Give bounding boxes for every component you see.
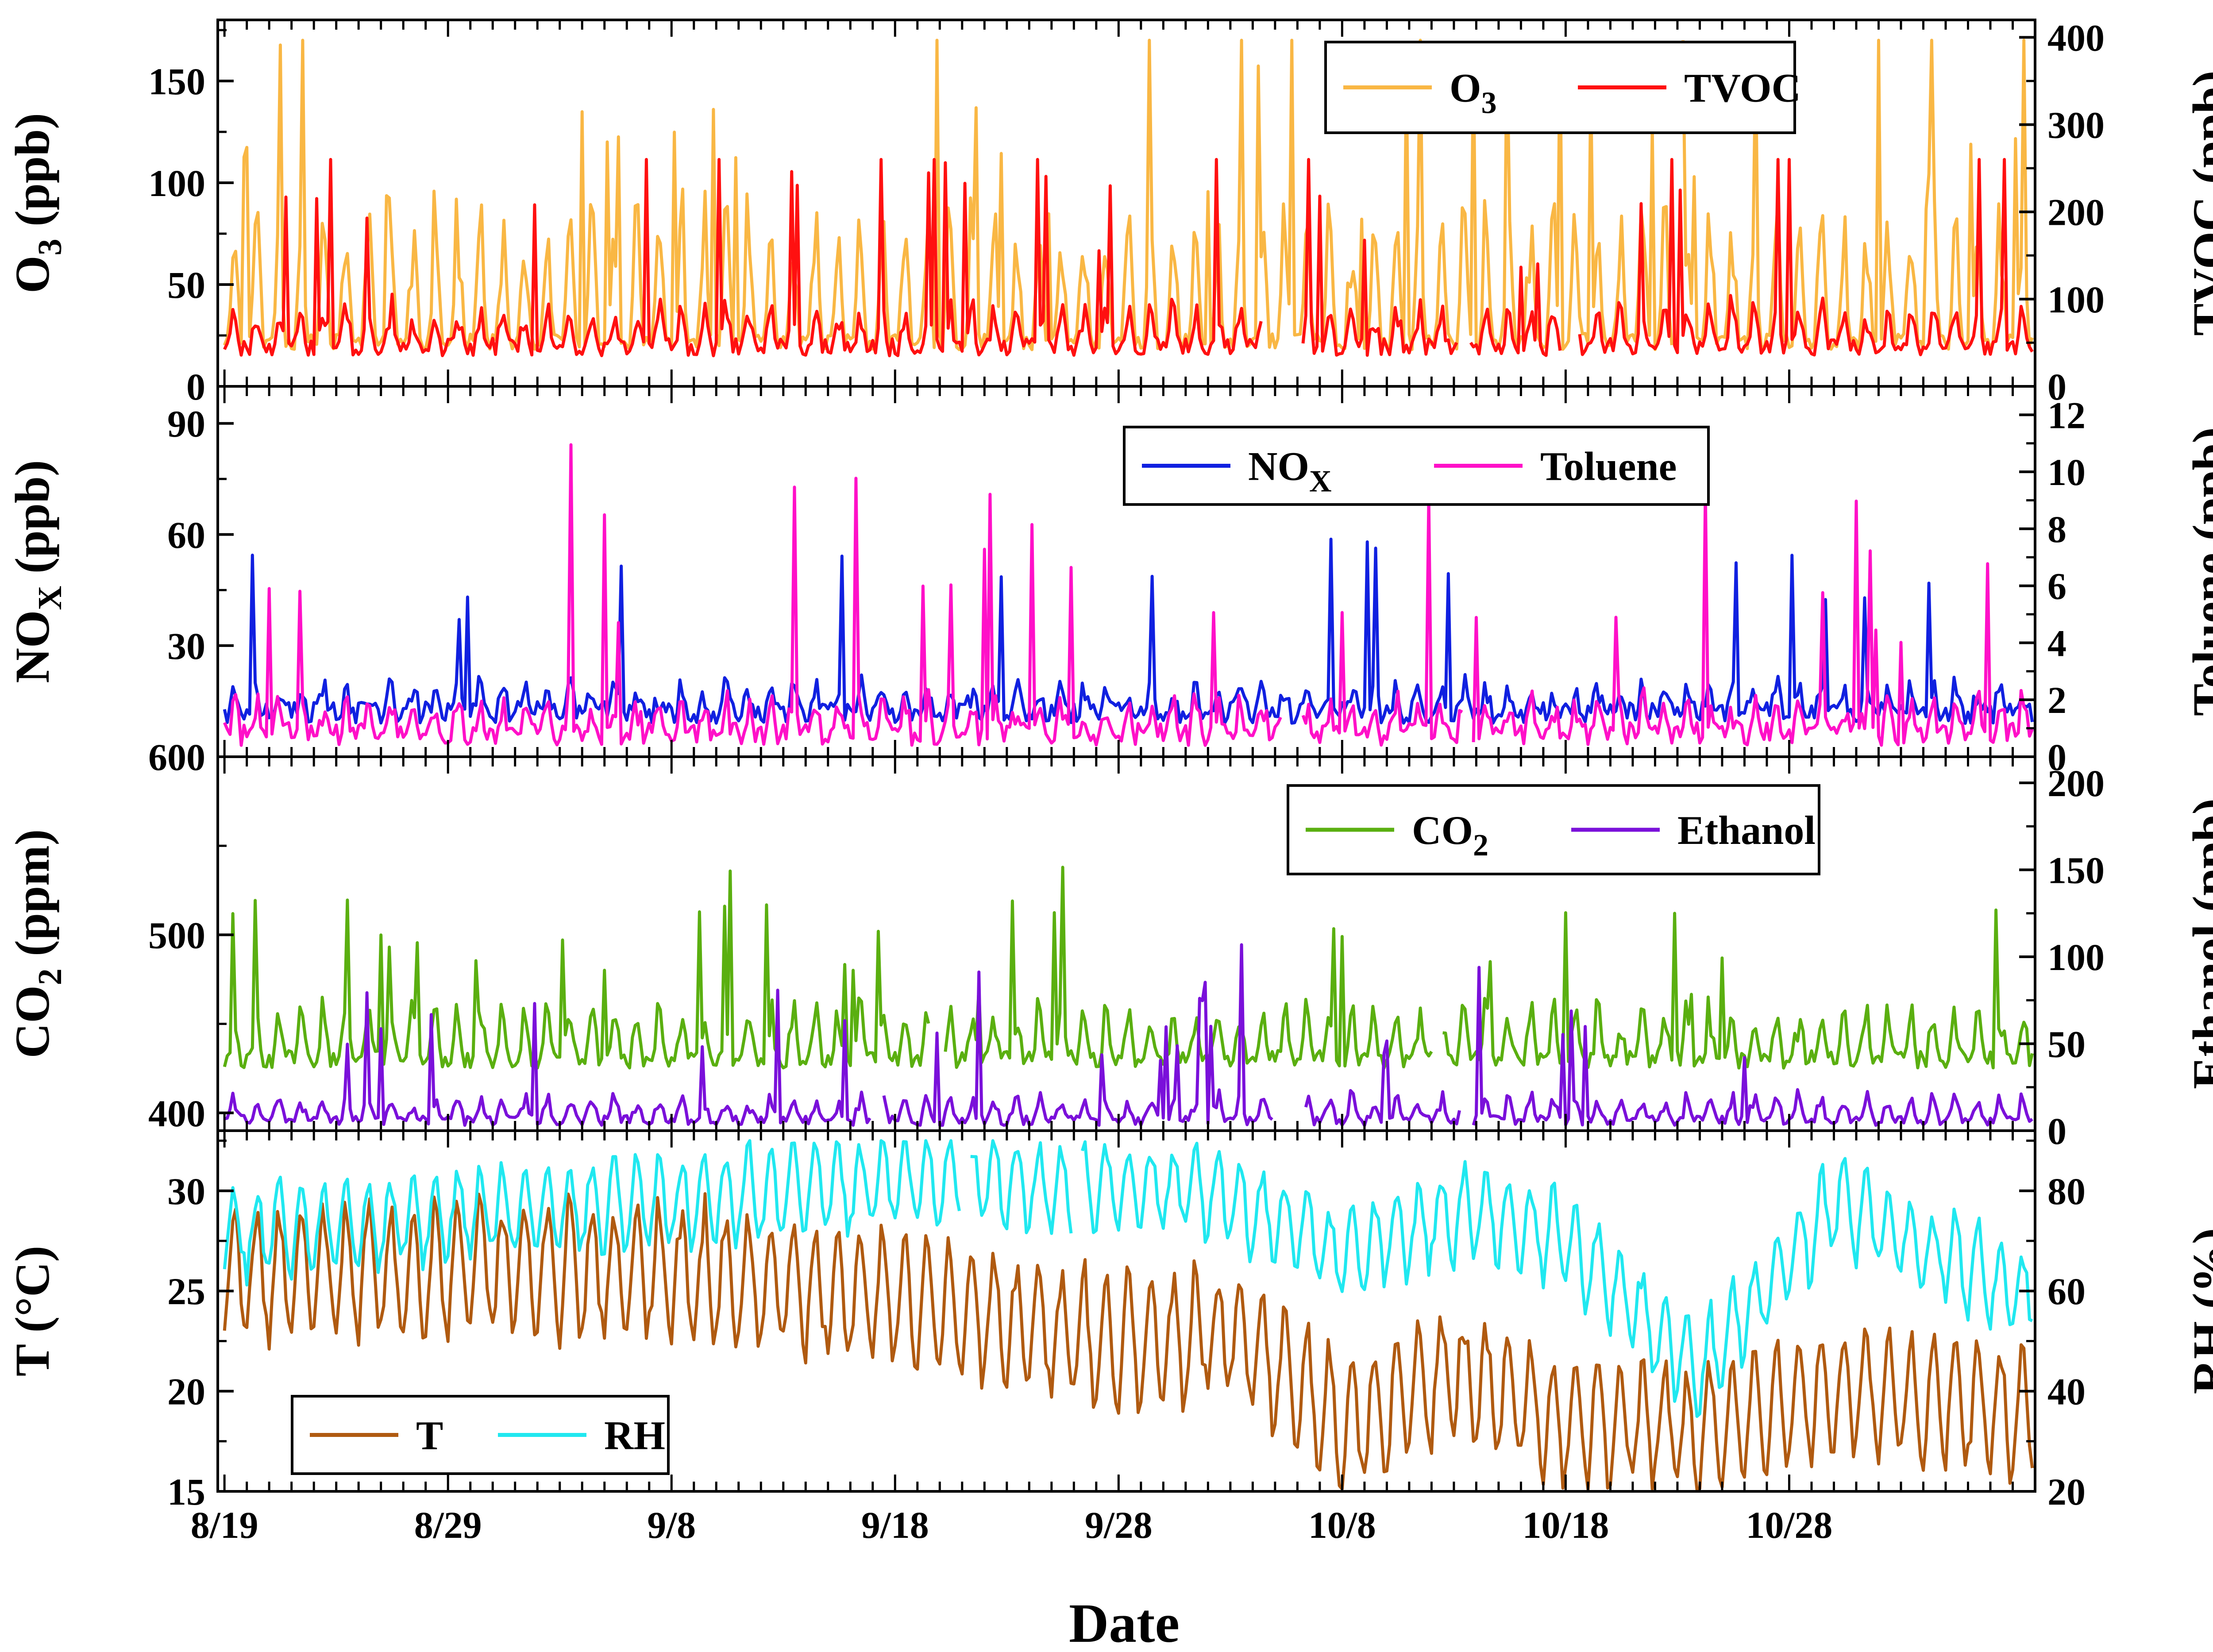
y-right-tick-label: 100 (2047, 936, 2105, 978)
y-right-title-p2: Toluene (ppb) (2183, 427, 2213, 716)
legend-p4: T RH (291, 1395, 670, 1475)
legend-p3: CO2 Ethanol (1287, 784, 1820, 875)
y-right-tick-label: 4 (2047, 622, 2066, 664)
x-axis: 8/19 8/29 9/8 9/18 9/28 10/8 10/18 10/28 (191, 1504, 1833, 1546)
y-left-tick-label: 30 (167, 1170, 205, 1213)
y-right-tick-label: 0 (2047, 366, 2066, 408)
legend-label: T (416, 1413, 443, 1458)
x-tick-label: 8/19 (191, 1504, 258, 1546)
x-tick-label: 9/8 (647, 1504, 696, 1546)
x-axis-title: Date (1069, 1593, 1180, 1652)
y-left-tick-label: 25 (167, 1270, 205, 1313)
x-tick-label: 8/29 (414, 1504, 482, 1546)
legend-box (291, 1395, 670, 1475)
y-right-tick-label: 200 (2047, 762, 2105, 805)
y-left-title-p4: T (°C) (5, 1246, 59, 1377)
y-left-title-p1: O3 (ppb) (5, 113, 69, 293)
series-line-Toluene (223, 443, 2034, 747)
y-left-tick-label: 30 (167, 625, 205, 667)
y-right-tick-label: 6 (2047, 565, 2066, 608)
y-right-tick-label: 40 (2047, 1371, 2086, 1413)
y-right-title-p4: RH (%) (2183, 1228, 2213, 1394)
series-line-TVOC (223, 158, 2034, 358)
y-left-title-p2: NOX (ppb) (5, 460, 69, 683)
legend-label: O3 (1450, 65, 1497, 120)
legend-p1: O3 TVOC (1324, 41, 1801, 134)
y-right-tick-label: 20 (2047, 1471, 2086, 1513)
y-right-tick-label: 2 (2047, 679, 2066, 721)
y-right-tick-label: 50 (2047, 1023, 2086, 1065)
y-left-tick-label: 60 (167, 514, 205, 556)
series-line-RH (223, 1139, 2033, 1418)
legend-label: TVOC (1684, 65, 1801, 111)
legend-label: CO2 (1412, 808, 1488, 863)
x-tick-label: 9/18 (861, 1504, 929, 1546)
y-left-tick-label: 50 (167, 264, 205, 306)
y-right-tick-label: 60 (2047, 1270, 2086, 1313)
legend-label: Ethanol (1677, 808, 1816, 853)
y-right-tick-label: 400 (2047, 16, 2105, 59)
legend-label: Toluene (1540, 444, 1677, 489)
legend-label: NOX (1248, 444, 1332, 499)
y-left-tick-label: 150 (148, 60, 205, 103)
series-line-NOx (223, 537, 2034, 725)
series-group-p3 (223, 866, 2034, 1127)
series-line-CO2 (223, 866, 2034, 1070)
y-right-tick-label: 0 (2047, 736, 2066, 778)
series-group-p1 (223, 39, 2034, 358)
y-right-title-p1: TVOC (ppb) (2183, 70, 2213, 336)
y-right-tick-label: 80 (2047, 1170, 2086, 1213)
y-left-tick-label: 15 (167, 1471, 205, 1513)
y-right-tick-label: 100 (2047, 278, 2105, 321)
x-tick-label: 10/18 (1522, 1504, 1609, 1546)
y-left-tick-label: 500 (148, 914, 205, 956)
x-tick-label: 10/28 (1746, 1504, 1832, 1546)
y-right-tick-label: 8 (2047, 508, 2066, 551)
series-line-Ethanol (224, 943, 2033, 1127)
y-left-tick-label: 0 (186, 366, 205, 408)
y-right-tick-label: 0 (2047, 1110, 2066, 1152)
panel-p1: 0 50 100 150 0 100 200 300 400 O3 (ppb) TVOC (ppb)… (5, 16, 2213, 408)
x-tick-label: 9/28 (1085, 1504, 1153, 1546)
plot-frame-p4 (216, 1129, 2036, 1493)
y-left-tick-label: 400 (148, 1092, 205, 1135)
panel-p4: 15 20 25 30 20 40 60 80 T (°C) RH (%) T RH (5, 1129, 2213, 1513)
y-left-tick-label: 600 (148, 736, 205, 778)
y-left-title-p3: CO2 (ppm) (5, 829, 69, 1059)
y-left-tick-label: 20 (167, 1371, 205, 1413)
series-line-T (223, 1192, 2034, 1491)
legend-p2: NOX Toluene (1123, 426, 1710, 506)
y-left-tick-label: 100 (148, 162, 205, 204)
y-right-tick-label: 150 (2047, 849, 2105, 891)
y-right-tick-label: 10 (2047, 451, 2086, 493)
legend-box (1287, 784, 1820, 875)
y-right-title-p3: Ethanol (ppb) (2183, 798, 2213, 1089)
y-right-tick-label: 12 (2047, 394, 2086, 436)
legend-label: RH (604, 1413, 665, 1458)
series-group-p2 (223, 443, 2034, 747)
y-left-tick-label: 90 (167, 403, 205, 445)
series-group-p4 (223, 1139, 2034, 1491)
x-tick-label: 10/8 (1308, 1504, 1376, 1546)
y-right-tick-label: 300 (2047, 104, 2105, 146)
y-right-tick-label: 200 (2047, 191, 2105, 234)
